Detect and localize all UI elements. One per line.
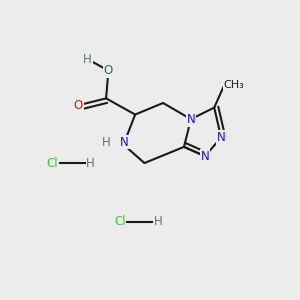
Text: N: N — [120, 136, 129, 149]
Text: O: O — [74, 99, 83, 112]
Text: H: H — [83, 52, 92, 66]
Text: Cl: Cl — [114, 215, 126, 229]
Text: N: N — [187, 113, 195, 126]
Text: N: N — [217, 131, 226, 144]
Text: N: N — [200, 150, 209, 163]
Text: O: O — [104, 64, 113, 77]
Text: CH₃: CH₃ — [224, 80, 244, 89]
Text: H: H — [154, 215, 163, 229]
Text: H: H — [86, 157, 95, 169]
Text: H: H — [102, 136, 110, 149]
Text: Cl: Cl — [47, 157, 58, 169]
